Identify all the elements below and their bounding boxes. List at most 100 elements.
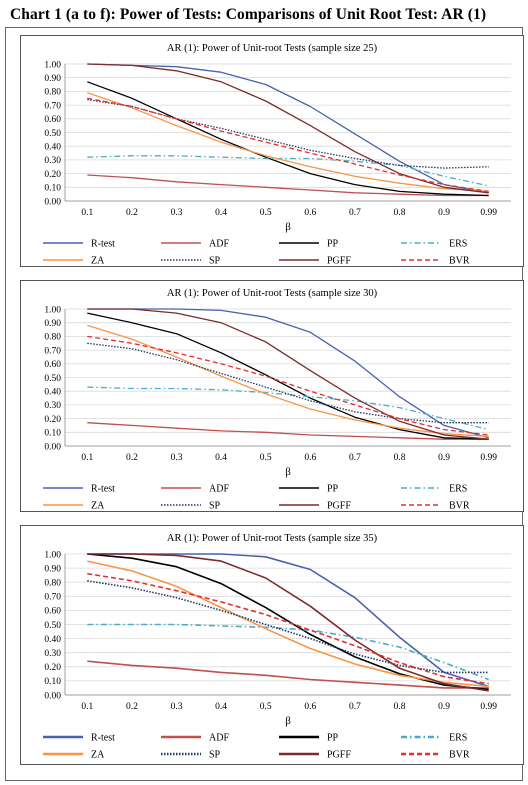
- legend-item-r-test: R-test: [43, 239, 115, 250]
- legend-item-r-test: R-test: [43, 733, 115, 744]
- y-tick-label: 0.70: [44, 593, 61, 603]
- legend-item-za: ZA: [43, 750, 105, 761]
- legend-item-sp: SP: [161, 750, 221, 761]
- x-tick-label: 0.2: [126, 453, 138, 463]
- series-line-pgff: [87, 308, 489, 440]
- x-tick-label: 0.1: [81, 208, 93, 218]
- y-tick-label: 0.80: [44, 579, 61, 589]
- y-tick-label: 0.50: [44, 374, 61, 384]
- x-tick-label: 0.1: [81, 702, 93, 712]
- x-tick-label: 0.99: [480, 702, 497, 712]
- x-tick-label: 0.2: [126, 702, 138, 712]
- x-tick-label: 0.5: [260, 702, 272, 712]
- legend-label: ZA: [91, 501, 105, 512]
- legend-item-sp: SP: [161, 501, 221, 512]
- legend-label: BVR: [449, 750, 470, 761]
- legend-label: PP: [327, 484, 339, 495]
- y-tick-label: 0.70: [44, 346, 61, 356]
- x-tick-label: 0.99: [480, 208, 497, 218]
- series-line-sp: [87, 342, 489, 424]
- x-tick-label: 0.8: [394, 208, 406, 218]
- x-tick-label: 0.6: [304, 702, 316, 712]
- x-tick-label: 0.8: [394, 453, 406, 463]
- x-tick-label: 0.4: [215, 208, 227, 218]
- page-title: Chart 1 (a to f): Power of Tests: Compar…: [10, 6, 487, 23]
- legend-label: PP: [327, 239, 339, 250]
- y-tick-label: 0.60: [44, 607, 61, 617]
- legend-label: ERS: [449, 733, 467, 744]
- series-line-za: [87, 560, 489, 688]
- y-tick-label: 0.40: [44, 143, 61, 153]
- series-line-pp: [87, 312, 489, 440]
- x-tick-label: 0.3: [171, 453, 183, 463]
- legend-label: ERS: [449, 484, 467, 495]
- x-tick-label: 0.5: [260, 453, 272, 463]
- legend-item-pp: PP: [279, 239, 339, 250]
- x-axis-title: β: [285, 715, 291, 727]
- legend-label: R-test: [91, 239, 115, 250]
- y-tick-label: 0.00: [44, 691, 61, 701]
- legend-item-pp: PP: [279, 733, 339, 744]
- y-tick-label: 0.90: [44, 319, 61, 329]
- y-tick-label: 0.20: [44, 663, 61, 673]
- series-line-pp: [87, 553, 489, 691]
- y-tick-label: 0.30: [44, 401, 61, 411]
- series-line-za: [87, 92, 489, 193]
- series-line-sp: [87, 98, 489, 169]
- series-line-za: [87, 324, 489, 438]
- series-line-adf: [87, 174, 489, 197]
- legend-label: SP: [209, 750, 221, 761]
- x-tick-label: 0.1: [81, 453, 93, 463]
- x-tick-label: 0.3: [171, 702, 183, 712]
- series-line-ers: [87, 155, 489, 187]
- legend-item-bvr: BVR: [401, 501, 470, 512]
- series-line-bvr: [87, 335, 489, 436]
- legend-item-sp: SP: [161, 256, 221, 267]
- y-tick-label: 0.30: [44, 649, 61, 659]
- legend-label: SP: [209, 501, 221, 512]
- legend-label: PGFF: [327, 750, 351, 761]
- chart-title: AR (1): Power of Unit-root Tests (sample…: [167, 533, 378, 544]
- x-axis-title: β: [285, 221, 291, 233]
- legend-item-za: ZA: [43, 501, 105, 512]
- y-tick-label: 0.10: [44, 677, 61, 687]
- series-line-pp: [87, 81, 489, 197]
- legend-label: ZA: [91, 256, 105, 267]
- legend-label: PGFF: [327, 256, 351, 267]
- series-line-adf: [87, 422, 489, 440]
- y-tick-label: 0.20: [44, 415, 61, 425]
- series-line-pgff: [87, 553, 489, 692]
- y-tick-label: 0.90: [44, 74, 61, 84]
- legend-label: ADF: [209, 239, 229, 250]
- x-tick-label: 0.6: [304, 453, 316, 463]
- y-tick-label: 1.00: [44, 550, 61, 560]
- y-tick-label: 0.00: [44, 197, 61, 207]
- series-line-ers: [87, 623, 489, 681]
- series-line-bvr: [87, 572, 489, 685]
- y-tick-label: 0.70: [44, 101, 61, 111]
- legend-item-adf: ADF: [161, 484, 229, 495]
- y-tick-label: 0.60: [44, 115, 61, 125]
- legend-item-pp: PP: [279, 484, 339, 495]
- x-tick-label: 0.9: [438, 453, 450, 463]
- chart-panel-sample-25: AR (1): Power of Unit-root Tests (sample…: [20, 35, 524, 267]
- y-tick-label: 1.00: [44, 60, 61, 70]
- y-tick-label: 0.10: [44, 184, 61, 194]
- x-tick-label: 0.9: [438, 208, 450, 218]
- y-tick-label: 0.80: [44, 88, 61, 98]
- legend-label: ADF: [209, 733, 229, 744]
- x-tick-label: 0.5: [260, 208, 272, 218]
- figure-frame: AR (1): Power of Unit-root Tests (sample…: [5, 27, 524, 781]
- x-axis-title: β: [285, 466, 291, 478]
- y-tick-label: 0.80: [44, 333, 61, 343]
- legend-item-pgff: PGFF: [279, 750, 351, 761]
- y-tick-label: 0.00: [44, 442, 61, 452]
- x-tick-label: 0.7: [349, 702, 361, 712]
- y-tick-label: 0.30: [44, 156, 61, 166]
- chart-svg: AR (1): Power of Unit-root Tests (sample…: [43, 288, 511, 512]
- legend-item-adf: ADF: [161, 239, 229, 250]
- y-tick-label: 0.40: [44, 635, 61, 645]
- x-tick-label: 0.2: [126, 208, 138, 218]
- series-line-adf: [87, 660, 489, 689]
- x-tick-label: 0.7: [349, 453, 361, 463]
